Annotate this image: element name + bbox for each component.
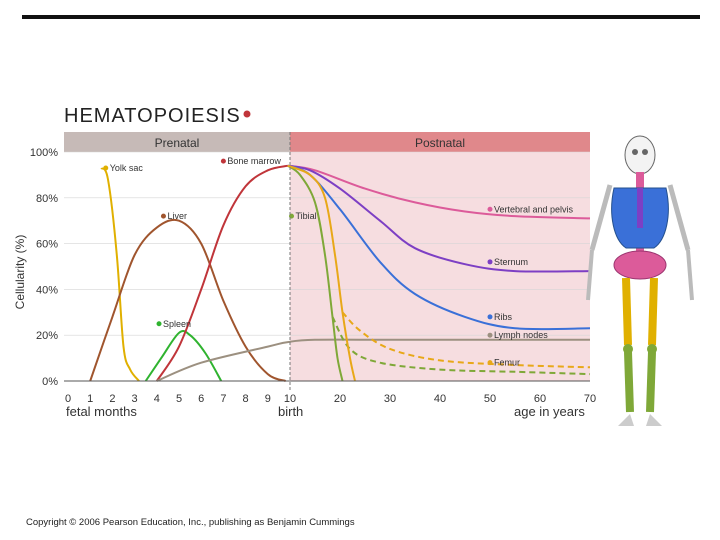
series-line-sternum bbox=[287, 164, 591, 273]
series-marker-vertebral-pelvis bbox=[487, 206, 493, 212]
x-tick-label: 7 bbox=[220, 393, 226, 405]
series-label-tibia: Tibial bbox=[296, 211, 317, 221]
series-marker-liver bbox=[160, 213, 166, 219]
x-tick-label: 30 bbox=[384, 393, 396, 405]
x-tick-label: 6 bbox=[198, 393, 204, 405]
series-label-lymph-nodes: Lymph nodes bbox=[494, 330, 548, 340]
series-label-liver: Liver bbox=[167, 211, 187, 221]
series-line-yolk-sac bbox=[100, 167, 140, 382]
x-ticks: 0 1 2 3 4 5 6 7 8 9 10 20 30 40 50 60 70 bbox=[65, 393, 596, 405]
left-femur bbox=[622, 277, 632, 346]
title-bullet-icon bbox=[243, 110, 251, 118]
x-tick-label: 50 bbox=[484, 393, 496, 405]
x-tick-label: 8 bbox=[243, 393, 249, 405]
hematopoiesis-chart: HEMATOPOIESIS Prenatal Postnatal Yolk sa… bbox=[13, 105, 694, 426]
series-line-liver bbox=[89, 218, 286, 382]
series-line-lymph-nodes bbox=[156, 338, 590, 382]
series-marker-ribs bbox=[487, 314, 493, 320]
series-marker-yolk-sac bbox=[103, 165, 109, 171]
series-label-spleen: Spleen bbox=[163, 319, 191, 329]
series-marker-sternum bbox=[487, 259, 493, 265]
postnatal-background bbox=[290, 152, 590, 381]
x-tick-label: 5 bbox=[176, 393, 182, 405]
series-marker-lymph-nodes bbox=[487, 332, 493, 338]
chart-title: HEMATOPOIESIS bbox=[64, 105, 241, 127]
x-tick-label: 4 bbox=[154, 393, 160, 405]
x-tick-label: 3 bbox=[132, 393, 138, 405]
x-tick-label: 40 bbox=[434, 393, 446, 405]
series-label-ribs: Ribs bbox=[494, 312, 513, 322]
series-layer bbox=[89, 164, 591, 382]
skeleton-illustration bbox=[586, 135, 694, 426]
series-line-vertebral-pelvis bbox=[287, 164, 591, 220]
prenatal-label: Prenatal bbox=[155, 136, 200, 150]
y-tick-label: 40% bbox=[36, 284, 58, 296]
y-tick-label: 20% bbox=[36, 330, 58, 342]
grid bbox=[64, 151, 590, 382]
sternum-bone bbox=[637, 188, 643, 228]
x-tick-label: 9 bbox=[265, 393, 271, 405]
series-line-bone-marrow bbox=[155, 164, 289, 382]
series-label-sternum: Sternum bbox=[494, 257, 528, 267]
series-line-femur bbox=[287, 164, 356, 382]
y-tick-label: 80% bbox=[36, 193, 58, 205]
y-tick-label: 100% bbox=[30, 147, 58, 159]
x-label-age: age in years bbox=[514, 404, 585, 419]
postnatal-band bbox=[290, 132, 590, 152]
series-label-vertebral-pelvis: Vertebral and pelvis bbox=[494, 204, 574, 214]
x-tick-label: 0 bbox=[65, 393, 71, 405]
x-tick-label: 1 bbox=[87, 393, 93, 405]
series-marker-bone-marrow bbox=[220, 158, 226, 164]
copyright-notice: Copyright © 2006 Pearson Education, Inc.… bbox=[26, 517, 355, 528]
right-tibia bbox=[646, 351, 656, 413]
series-line-femur-dashed bbox=[341, 311, 591, 369]
x-tick-label: 2 bbox=[109, 393, 115, 405]
skull bbox=[624, 135, 656, 175]
label-layer: Yolk sac Bone marrow Liver Spleen Tibial Vert… bbox=[103, 156, 574, 368]
pelvis bbox=[613, 250, 667, 280]
postnatal-label: Postnatal bbox=[415, 136, 465, 150]
series-line-tibia bbox=[287, 164, 344, 382]
x-label-fetal-months: fetal months bbox=[66, 404, 137, 419]
top-rule bbox=[22, 15, 700, 19]
x-tick-label: 70 bbox=[584, 393, 596, 405]
series-label-femur: Femur bbox=[494, 358, 520, 368]
prenatal-band bbox=[64, 132, 290, 152]
left-tibia bbox=[624, 351, 634, 413]
series-marker-femur bbox=[487, 360, 493, 366]
right-femur bbox=[648, 277, 658, 346]
series-label-bone-marrow: Bone marrow bbox=[227, 156, 281, 166]
y-tick-label: 0% bbox=[42, 376, 58, 388]
y-ticks: 0% 20% 40% 60% 80% 100% bbox=[30, 147, 58, 388]
x-tick-label: 20 bbox=[334, 393, 346, 405]
series-label-yolk-sac: Yolk sac bbox=[110, 163, 144, 173]
y-axis-label: Cellularity (%) bbox=[13, 235, 27, 310]
series-marker-spleen bbox=[156, 321, 162, 327]
x-tick-label: 10 bbox=[284, 393, 296, 405]
x-label-birth: birth bbox=[278, 404, 303, 419]
x-tick-label: 60 bbox=[534, 393, 546, 405]
y-tick-label: 60% bbox=[36, 239, 58, 251]
